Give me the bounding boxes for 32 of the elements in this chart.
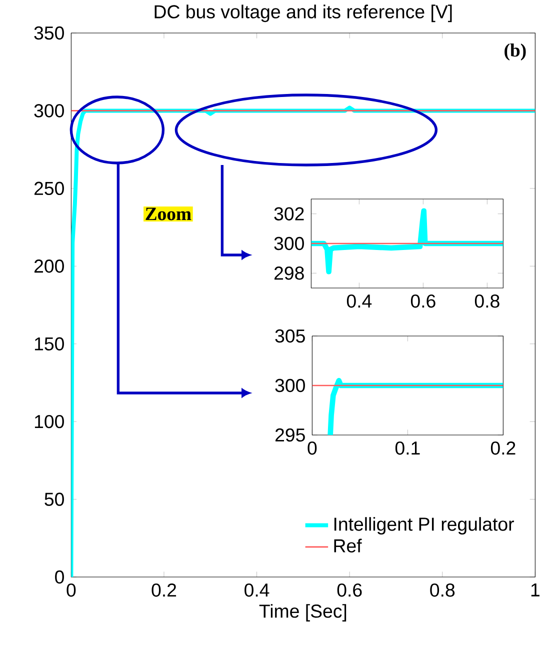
x-tick-label: 0	[66, 583, 76, 597]
x-tick-label: 0.8	[474, 294, 500, 308]
x-tick-label: 0.4	[346, 294, 372, 308]
x-tick-label: 1	[531, 583, 540, 596]
legend-label: Ref	[334, 538, 362, 552]
x-tick-label: 0	[308, 441, 317, 455]
y-tick-label: 300	[274, 236, 304, 250]
annotation: (b)	[504, 44, 526, 60]
y-tick-label: 0	[54, 570, 64, 584]
x-tick-label: 0.2	[152, 583, 176, 597]
chart-title: DC bus voltage and its reference [V]	[154, 4, 452, 22]
y-tick-label: 100	[34, 414, 64, 428]
y-tick-label: 302	[274, 207, 304, 220]
y-tick-label: 350	[34, 26, 64, 40]
y-tick-label: 250	[34, 182, 64, 196]
y-tick-label: 300	[34, 104, 64, 118]
x-tick-label: 0.6	[410, 294, 436, 308]
x-tick-label: 0.2	[490, 441, 516, 455]
x-tick-label: 0.1	[395, 441, 420, 455]
y-tick-label: 298	[274, 266, 304, 280]
annotation: Zoom	[146, 208, 192, 220]
y-tick-label: 150	[34, 337, 64, 350]
y-tick-label: 50	[44, 492, 64, 506]
y-tick-label: 295	[275, 428, 305, 442]
y-tick-label: 305	[275, 329, 305, 343]
x-tick-label: 0.4	[244, 583, 270, 597]
x-tick-label: 0.8	[430, 583, 454, 597]
y-tick-label: 300	[275, 378, 305, 392]
x-axis-title: Time [Sec]	[259, 604, 346, 622]
legend-label: Intelligent PI regulator	[334, 517, 514, 535]
x-tick-label: 0.6	[337, 583, 362, 597]
y-tick-label: 200	[34, 260, 64, 273]
